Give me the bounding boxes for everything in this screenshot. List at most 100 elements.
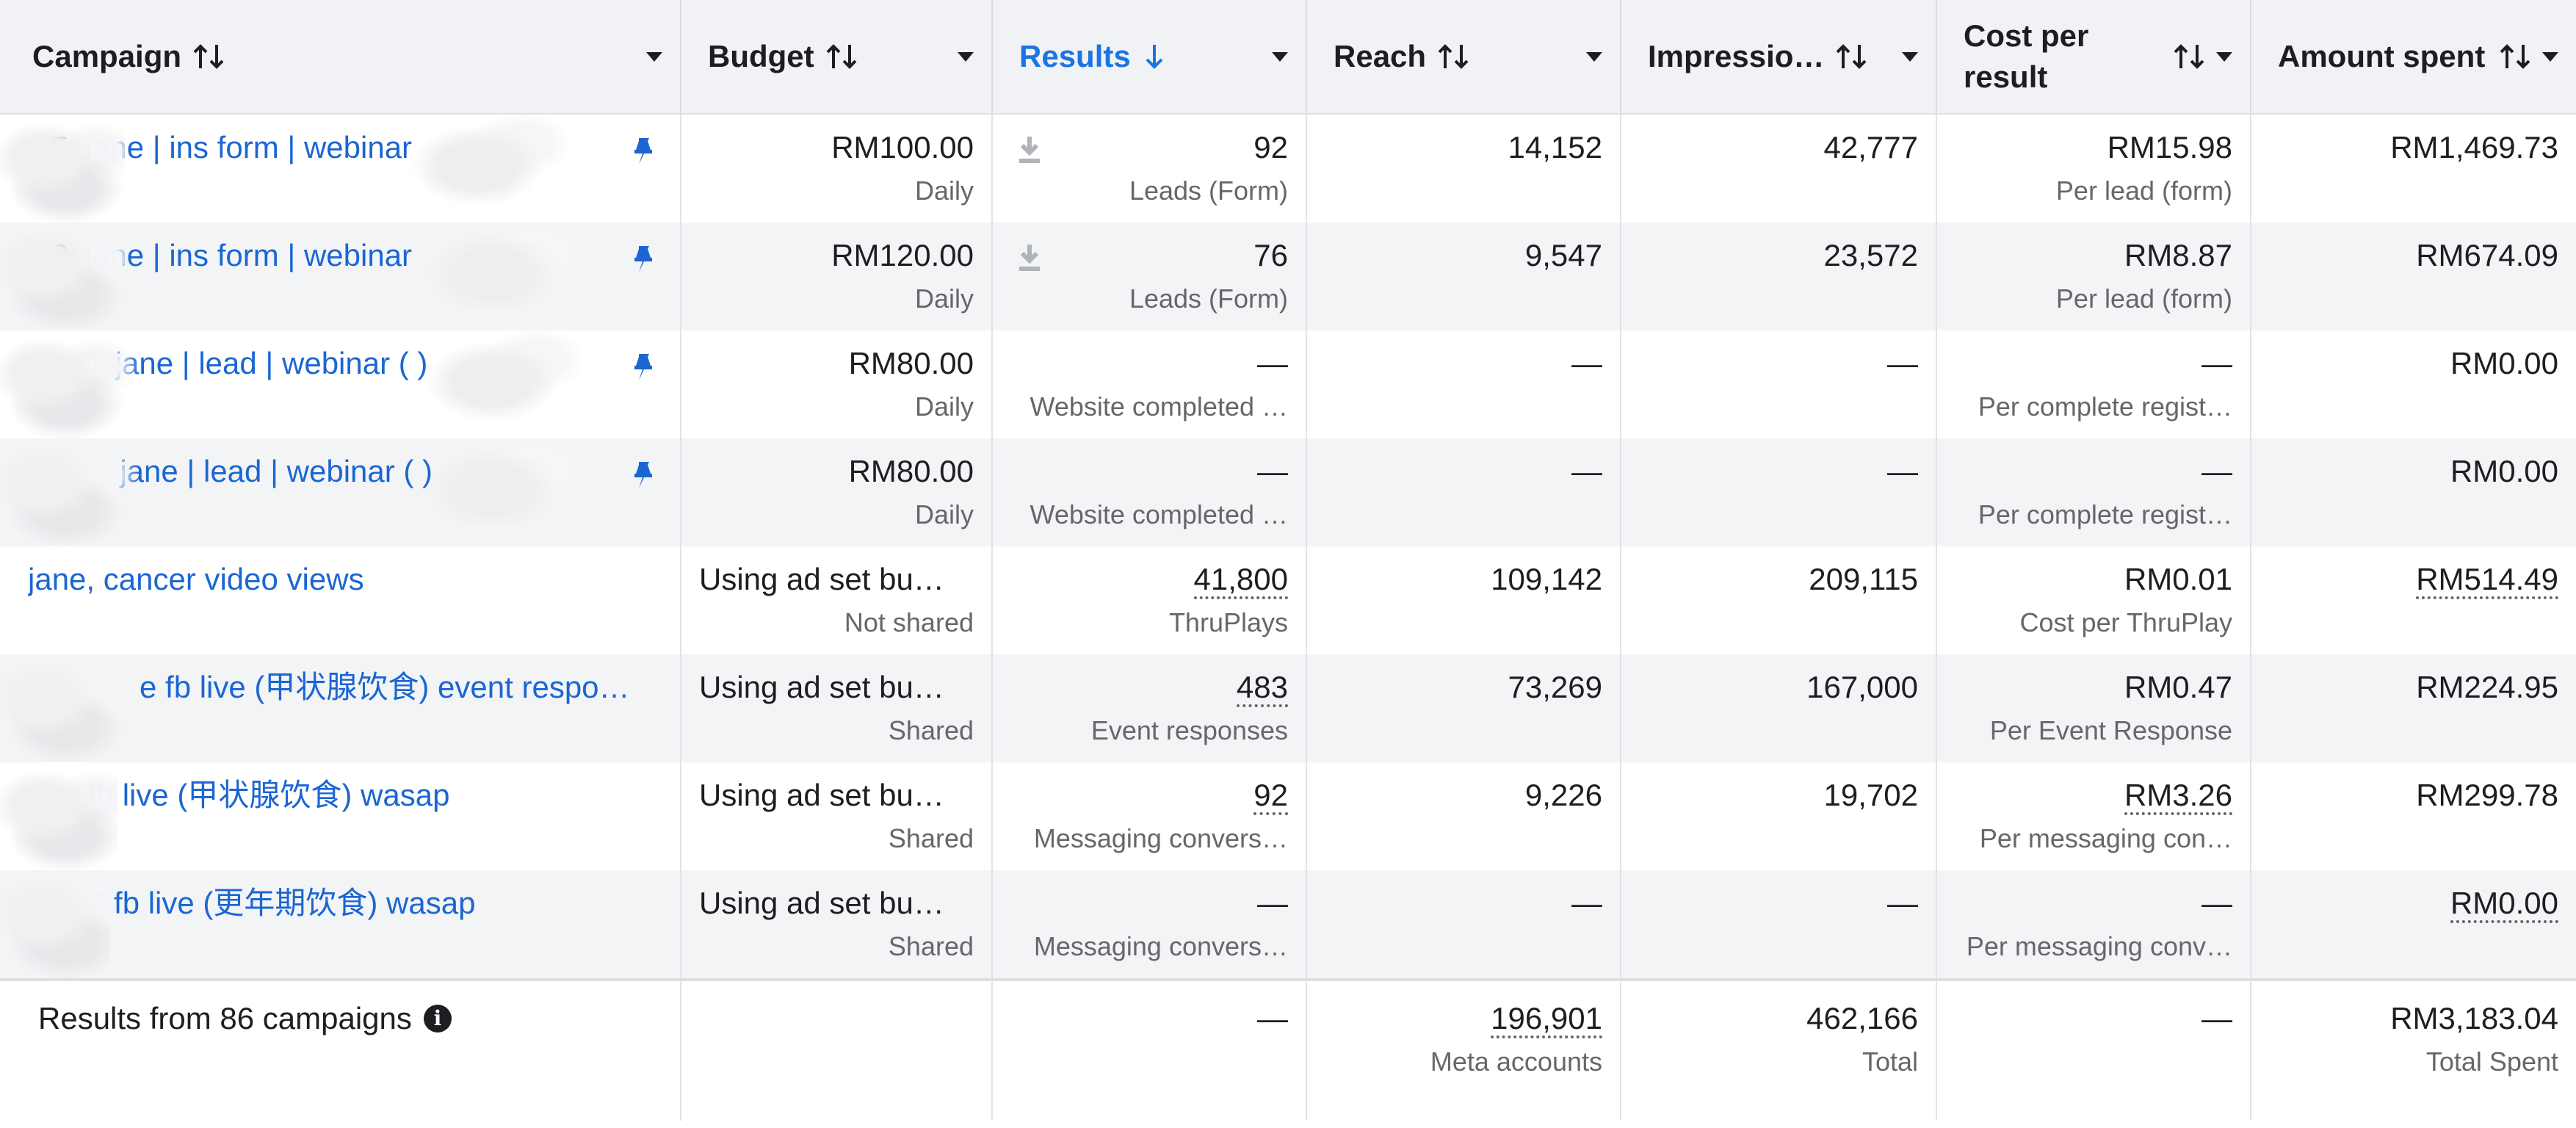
campaign-name-link[interactable]: . jane | lead | webinar ( ) [103, 454, 433, 488]
budget-cell[interactable]: Using ad set bu… Not shared [681, 546, 993, 654]
header-reach[interactable]: Reach [1307, 0, 1621, 113]
table-row[interactable]: jane, cancer video views Using ad set bu… [0, 546, 2576, 654]
budget-cell[interactable]: RM100.00 Daily [681, 115, 993, 223]
table-row[interactable]: 3: jane | ins form | webinar RM120.00 Da… [0, 223, 2576, 330]
sort-icon[interactable] [2498, 42, 2533, 71]
sort-icon[interactable] [2172, 42, 2207, 71]
table-row[interactable]: 7 fb live (更年期饮食) wasap Using ad set bu…… [0, 870, 2576, 978]
results-value: — [1257, 454, 1288, 488]
chevron-down-icon[interactable] [1586, 51, 1602, 62]
sort-icon[interactable] [1834, 42, 1870, 71]
reach-cell: — [1307, 870, 1621, 978]
results-cell: 92 Leads (Form) [993, 115, 1307, 223]
impressions-value: 23,572 [1823, 238, 1918, 272]
impressions-cell: 42,777 [1621, 115, 1937, 223]
pin-icon[interactable] [629, 351, 658, 387]
header-budget[interactable]: Budget [681, 0, 993, 113]
campaign-name-link[interactable]: 3: jane | ins form | webinar [51, 238, 413, 272]
pin-icon[interactable] [629, 135, 658, 171]
budget-type: Daily [914, 391, 974, 422]
header-amount-spent[interactable]: Amount spent [2251, 0, 2576, 113]
header-results-label: Results [1019, 39, 1131, 73]
impressions-value: — [1887, 346, 1918, 380]
campaign-name-link[interactable]: 7 fb live (更年期饮食) wasap [88, 886, 476, 920]
cost-value: — [2201, 454, 2232, 488]
results-value[interactable]: 483 [1236, 670, 1288, 707]
impressions-cell: — [1621, 870, 1937, 978]
chevron-down-icon[interactable] [646, 51, 662, 62]
table-row[interactable]: 0: jane | lead | webinar ( ) RM80.00 Dai… [0, 330, 2576, 438]
footer-impressions: 462,166 Total [1621, 981, 1937, 1121]
spent-value[interactable]: RM0.00 [2450, 886, 2558, 923]
reach-value: — [1571, 454, 1602, 488]
table-footer: Results from 86 campaigns i — 196,901 Met… [0, 978, 2576, 1121]
header-impressions[interactable]: Impressio… [1621, 0, 1937, 113]
chevron-down-icon[interactable] [1272, 51, 1288, 62]
reach-cell: 73,269 [1307, 654, 1621, 762]
table-row[interactable]: e fb live (甲状腺饮食) event respo… Using ad … [0, 654, 2576, 762]
chevron-down-icon[interactable] [2216, 51, 2232, 62]
impressions-value: 19,702 [1823, 778, 1918, 812]
campaign-name-link[interactable]: jane, cancer video views [28, 562, 364, 596]
footer-impressions-type: Total [1862, 1046, 1918, 1077]
info-icon[interactable]: i [423, 1005, 452, 1033]
budget-cell[interactable]: Using ad set bu… Shared [681, 654, 993, 762]
sort-icon[interactable] [192, 42, 227, 71]
campaign-name-link[interactable]: e fb live (甲状腺饮食) event respo… [140, 670, 630, 704]
budget-value: Using ad set bu… [699, 562, 944, 596]
budget-cell[interactable]: RM120.00 Daily [681, 223, 993, 330]
campaign-name-link[interactable]: fb live (甲状腺饮食) wasap [88, 778, 450, 812]
campaign-name-link[interactable]: 5: jane | ins form | webinar [51, 130, 413, 164]
cost-cell: RM15.98 Per lead (form) [1937, 115, 2251, 223]
download-icon[interactable] [1016, 242, 1043, 278]
budget-cell[interactable]: RM80.00 Daily [681, 438, 993, 546]
spent-value[interactable]: RM514.49 [2416, 562, 2558, 599]
budget-cell[interactable]: Using ad set bu… Shared [681, 870, 993, 978]
impressions-cell: 19,702 [1621, 762, 1937, 870]
footer-reach-type: Meta accounts [1430, 1046, 1602, 1077]
download-icon[interactable] [1016, 134, 1043, 170]
cost-type: Per complete regist… [1978, 499, 2232, 529]
cost-cell: RM0.01 Cost per ThruPlay [1937, 546, 2251, 654]
chevron-down-icon[interactable] [958, 51, 974, 62]
results-type: Leads (Form) [1129, 176, 1288, 206]
spent-cell: RM514.49 [2251, 546, 2576, 654]
footer-reach: 196,901 Meta accounts [1307, 981, 1621, 1121]
footer-reach-value[interactable]: 196,901 [1491, 1001, 1602, 1038]
chevron-down-icon[interactable] [1902, 51, 1918, 62]
header-cost-per-result[interactable]: Cost per result [1937, 0, 2251, 113]
table-row[interactable]: . jane | lead | webinar ( ) RM80.00 Dail… [0, 438, 2576, 546]
footer-cost-value: — [2201, 1001, 2232, 1035]
footer-spent-type: Total Spent [2425, 1046, 2558, 1077]
results-value[interactable]: 41,800 [1193, 562, 1288, 599]
impressions-value: 167,000 [1806, 670, 1918, 704]
spent-cell: RM299.78 [2251, 762, 2576, 870]
header-campaign[interactable]: Campaign [0, 0, 681, 113]
cost-value: — [2201, 886, 2232, 920]
cost-value[interactable]: RM3.26 [2124, 778, 2232, 815]
reach-value: 14,152 [1508, 130, 1602, 164]
sort-icon[interactable] [1436, 42, 1472, 71]
chevron-down-icon[interactable] [2542, 51, 2558, 62]
spent-cell: RM0.00 [2251, 330, 2576, 438]
budget-value: Using ad set bu… [699, 670, 944, 704]
budget-cell[interactable]: Using ad set bu… Shared [681, 762, 993, 870]
pin-icon[interactable] [629, 243, 658, 279]
cost-value: — [2201, 346, 2232, 380]
spent-cell: RM224.95 [2251, 654, 2576, 762]
results-value[interactable]: 92 [1253, 778, 1288, 815]
sort-icon[interactable] [825, 42, 860, 71]
header-results[interactable]: Results [993, 0, 1307, 113]
budget-cell[interactable]: RM80.00 Daily [681, 330, 993, 438]
campaign-name-link[interactable]: 0: jane | lead | webinar ( ) [81, 346, 428, 380]
arrow-down-icon[interactable] [1141, 42, 1168, 71]
budget-type: Daily [914, 176, 974, 206]
table-row[interactable]: fb live (甲状腺饮食) wasap Using ad set bu… S… [0, 762, 2576, 870]
results-cell: — Website completed … [993, 438, 1307, 546]
impressions-value: 209,115 [1809, 562, 1918, 596]
cost-cell: — Per messaging conv… [1937, 870, 2251, 978]
header-spent-label: Amount spent [2278, 39, 2486, 73]
pin-icon[interactable] [629, 459, 658, 495]
results-type: Website completed … [1030, 499, 1289, 529]
table-row[interactable]: 5: jane | ins form | webinar RM100.00 Da… [0, 115, 2576, 223]
